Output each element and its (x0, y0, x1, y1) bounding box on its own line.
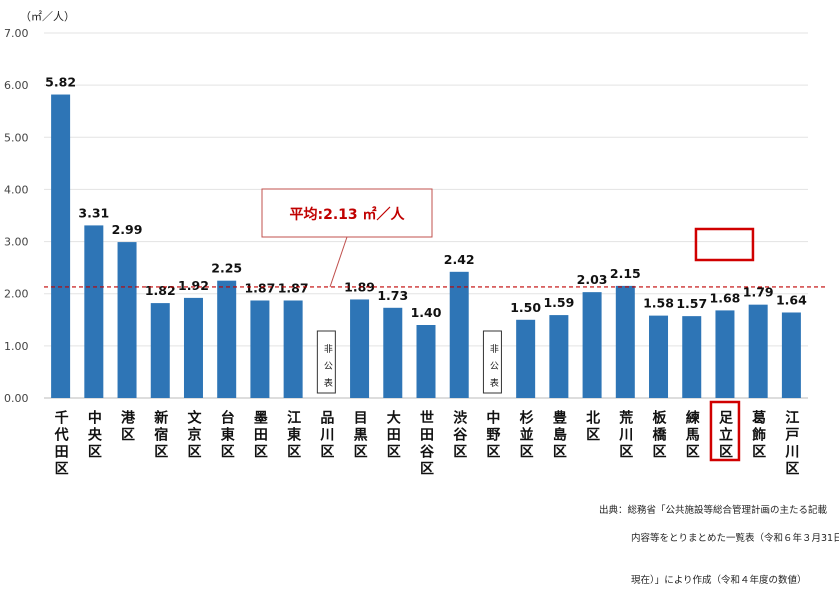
source-line-2: 内容等をとりまとめた一覧表（令和６年３月31日 (631, 533, 839, 544)
undisclosed-label: 非公表 (321, 344, 332, 395)
y-tick-label: 2.00 (4, 288, 29, 301)
x-tick-label: 目黒区 (351, 410, 368, 461)
x-tick-label: 港区 (119, 410, 136, 444)
y-tick-label: 3.00 (4, 236, 29, 249)
x-tick-label: 杉並区 (517, 410, 534, 461)
bar-目黒区 (350, 299, 370, 398)
bar-北区 (582, 292, 602, 398)
undisclosed-box (482, 330, 502, 394)
source-note: 出典：総務省「公共施設等総合管理計画の主たる記載 内容等をとりまとめた一覧表（令… (593, 490, 839, 602)
y-tick-label: 4.00 (4, 183, 29, 196)
data-label: 1.82 (145, 283, 176, 298)
data-label: 1.57 (676, 296, 707, 311)
bar-足立区 (715, 310, 735, 398)
y-tick-label: 1.00 (4, 340, 29, 353)
bar-新宿区 (150, 303, 170, 398)
highlight-box-value (694, 227, 755, 262)
bar-中央区 (84, 225, 104, 398)
data-label: 1.58 (643, 296, 674, 311)
bar-葛飾区 (748, 304, 768, 398)
x-tick-label: 荒川区 (617, 410, 634, 461)
bar-板橋区 (649, 315, 669, 398)
data-label: 1.40 (411, 305, 442, 320)
bar-千代田区 (51, 94, 71, 399)
x-tick-label: 台東区 (218, 410, 235, 461)
bar-荒川区 (615, 285, 635, 398)
y-tick-label: 7.00 (4, 27, 29, 40)
x-tick-label: 練馬区 (683, 410, 700, 461)
x-tick-label: 江戸川区 (783, 410, 800, 478)
x-tick-label: 文京区 (185, 410, 202, 461)
y-tick-label: 6.00 (4, 79, 29, 92)
bar-練馬区 (682, 316, 702, 398)
x-tick-label: 中央区 (85, 410, 102, 461)
bar-墨田区 (250, 300, 270, 398)
x-tick-label: 板橋区 (650, 410, 667, 461)
x-tick-label-highlighted: 足立区 (716, 410, 733, 461)
data-label: 1.73 (377, 288, 408, 303)
average-label: 平均:2.13 ㎡／人 (289, 206, 405, 223)
bar-豊島区 (549, 315, 569, 398)
average-label-box (261, 188, 433, 238)
bar-文京区 (183, 297, 203, 398)
data-label: 3.31 (78, 205, 109, 220)
bar-世田谷区 (416, 325, 436, 398)
data-label: 2.03 (577, 272, 608, 287)
bar-台東区 (217, 280, 237, 398)
source-line-3: 現在）」により作成（令和４年度の数値） (631, 575, 807, 586)
y-axis-unit: （㎡／人） (20, 10, 75, 23)
data-label: 1.64 (776, 292, 807, 307)
data-label: 1.68 (710, 290, 741, 305)
data-label: 2.25 (211, 261, 242, 276)
y-tick-label: 5.00 (4, 131, 29, 144)
bar-江戸川区 (781, 312, 801, 398)
bar-江東区 (283, 300, 303, 398)
x-tick-label: 千代田区 (52, 410, 69, 478)
data-label: 2.99 (112, 222, 143, 237)
undisclosed-label: 非公表 (487, 344, 498, 395)
y-tick-label: 0.00 (4, 392, 29, 405)
data-label: 5.82 (45, 75, 76, 90)
bar-大田区 (383, 307, 403, 398)
x-tick-label: 墨田区 (251, 410, 268, 461)
x-tick-label: 豊島区 (550, 410, 567, 461)
data-label: 1.59 (543, 295, 574, 310)
data-label: 1.92 (178, 278, 209, 293)
data-label: 1.87 (278, 280, 309, 295)
x-tick-label: 北区 (584, 410, 601, 444)
bar-杉並区 (516, 319, 536, 398)
x-tick-label: 江東区 (285, 410, 302, 461)
data-label: 1.87 (244, 280, 275, 295)
x-tick-label: 中野区 (484, 410, 501, 461)
x-tick-label: 渋谷区 (451, 410, 468, 461)
bar-chart: （㎡／人） 0.00 1.00 2.00 3.00 4.00 5.00 6.00 7.00 5.8… (4, 10, 828, 462)
x-tick-label: 新宿区 (152, 410, 169, 461)
x-tick-label: 葛飾区 (750, 410, 767, 461)
x-tick-label: 品川区 (318, 410, 335, 461)
data-label: 1.79 (743, 285, 774, 300)
x-tick-label: 大田区 (384, 410, 401, 461)
undisclosed-box (316, 330, 336, 394)
highlight-box-category (709, 400, 741, 462)
source-line-1: 出典：総務省「公共施設等総合管理計画の主たる記載 (599, 505, 828, 516)
data-label: 2.15 (610, 266, 641, 281)
average-leader-line (329, 236, 348, 288)
x-tick-label: 世田谷区 (418, 410, 434, 478)
bar-渋谷区 (449, 271, 469, 398)
bar-港区 (117, 242, 137, 398)
data-label: 1.50 (510, 300, 541, 315)
data-label: 2.42 (444, 252, 475, 267)
